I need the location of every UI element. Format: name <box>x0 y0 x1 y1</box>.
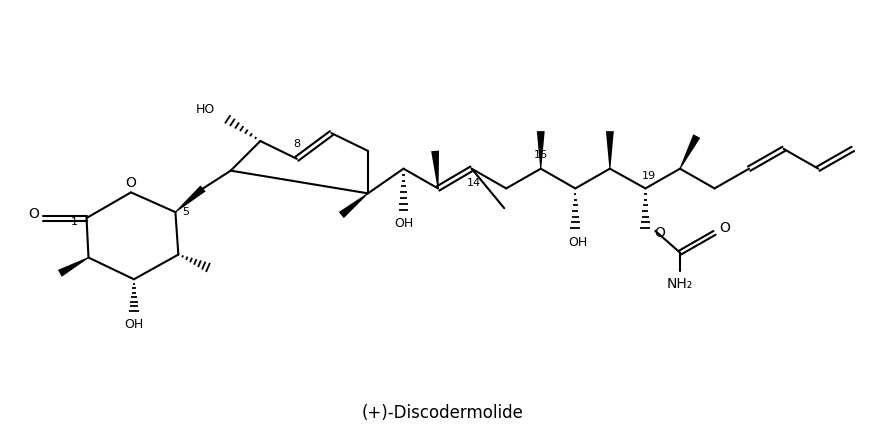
Text: 8: 8 <box>293 139 300 149</box>
Polygon shape <box>680 134 700 169</box>
Polygon shape <box>175 186 206 213</box>
Text: 16: 16 <box>533 150 548 160</box>
Text: OH: OH <box>569 236 588 249</box>
Polygon shape <box>537 131 545 169</box>
Text: NH₂: NH₂ <box>667 277 693 291</box>
Text: O: O <box>719 221 730 235</box>
Polygon shape <box>58 257 89 277</box>
Polygon shape <box>431 151 439 188</box>
Polygon shape <box>606 131 614 169</box>
Text: 19: 19 <box>641 171 656 181</box>
Text: (+)-Discodermolide: (+)-Discodermolide <box>362 404 524 422</box>
Text: OH: OH <box>394 218 413 230</box>
Text: 5: 5 <box>182 207 189 217</box>
Polygon shape <box>338 193 369 218</box>
Text: 14: 14 <box>467 179 481 188</box>
Text: O: O <box>126 176 136 190</box>
Text: OH: OH <box>124 318 144 331</box>
Text: O: O <box>655 226 665 240</box>
Text: O: O <box>27 207 39 221</box>
Text: HO: HO <box>196 103 215 116</box>
Text: 1: 1 <box>71 217 78 227</box>
